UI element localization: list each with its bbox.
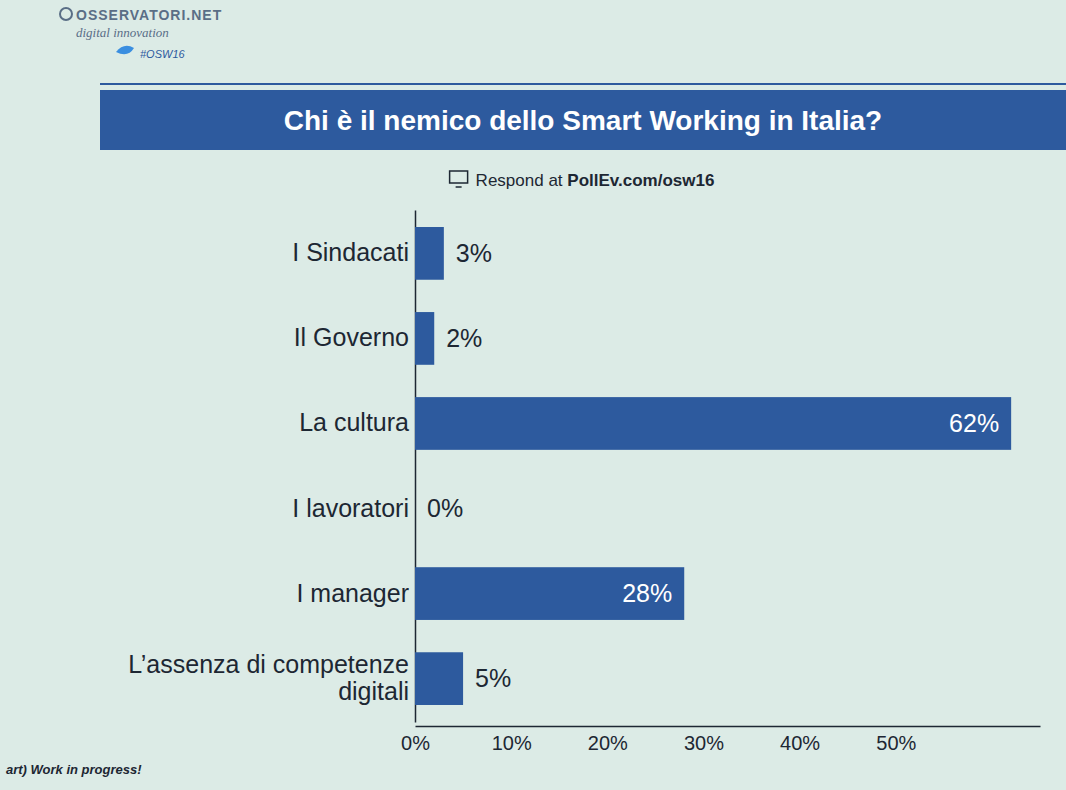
y-tick-label-line: digitali — [338, 677, 409, 705]
x-tick-label: 0% — [401, 732, 430, 754]
x-tick: 50% — [876, 726, 916, 754]
logo-icon — [60, 8, 72, 20]
x-tick: 20% — [588, 726, 628, 754]
bar — [415, 482, 416, 535]
x-tick-label: 50% — [876, 732, 916, 754]
x-tick: 40% — [780, 726, 820, 754]
data-label: 0% — [427, 494, 463, 522]
subtitle: Respond at PollEv.com/osw16 — [476, 171, 715, 190]
y-tick-label-line: L’assenza di competenze — [128, 650, 409, 678]
y-tick: I Sindacati — [292, 238, 409, 266]
x-axis-line — [416, 726, 1041, 728]
chart: OSSERVATORI.NET digital innovation #OSW16 C… — [0, 0, 1066, 790]
screen-icon-stand — [456, 186, 462, 188]
x-tick: 10% — [492, 726, 532, 754]
footer: art) Work in progress! — [6, 762, 142, 777]
y-axis: I Sindacati Il Governo La cultura I lavorat… — [128, 211, 415, 723]
screen-icon — [450, 171, 468, 183]
bar — [415, 312, 434, 365]
y-tick-label: La cultura — [299, 408, 409, 436]
x-tick-label: 20% — [588, 732, 628, 754]
tagline: digital innovation — [76, 25, 169, 40]
data-label: 2% — [446, 324, 482, 352]
x-tick: 0% — [401, 726, 430, 754]
y-tick-label: I manager — [296, 579, 409, 607]
x-axis: 0% 10% 20% 30% 40% 50% — [401, 726, 1040, 754]
x-tick-label: 40% — [780, 732, 820, 754]
x-tick-label: 30% — [684, 732, 724, 754]
bar — [415, 652, 463, 705]
data-label: 5% — [475, 664, 511, 692]
y-tick: La cultura — [299, 408, 409, 436]
bar — [415, 227, 444, 280]
title-rule — [100, 83, 1066, 85]
data-labels: 3% 2% 62% 0% 28% 5% — [427, 239, 999, 692]
y-tick-label: I Sindacati — [292, 238, 409, 266]
subtitle-part: Respond at — [476, 171, 568, 190]
y-tick: I lavoratori — [292, 494, 409, 522]
bar — [415, 397, 1011, 450]
y-tick-label: I lavoratori — [292, 494, 409, 522]
y-tick-label: Il Governo — [294, 323, 409, 351]
x-tick-label: 10% — [492, 732, 532, 754]
bird-icon — [116, 46, 134, 55]
data-label: 28% — [622, 579, 672, 607]
subtitle-part: PollEv.com/osw16 — [567, 171, 714, 190]
data-label: 62% — [949, 409, 999, 437]
y-tick: Il Governo — [294, 323, 409, 351]
background — [0, 0, 1066, 790]
y-tick: I manager — [296, 579, 409, 607]
y-tick-label: L’assenza di competenzedigitali — [128, 650, 409, 704]
bar — [415, 567, 684, 620]
y-axis-line — [415, 211, 417, 723]
hashtag: #OSW16 — [140, 48, 186, 60]
header: OSSERVATORI.NET digital innovation #OSW16 — [60, 7, 222, 60]
y-tick: L’assenza di competenzedigitali — [128, 650, 409, 704]
title-band — [100, 90, 1066, 150]
bars — [415, 227, 1011, 705]
brand: OSSERVATORI.NET — [76, 7, 222, 23]
x-tick: 30% — [684, 726, 724, 754]
data-label: 3% — [456, 239, 492, 267]
title: Chi è il nemico dello Smart Working in I… — [284, 105, 882, 136]
